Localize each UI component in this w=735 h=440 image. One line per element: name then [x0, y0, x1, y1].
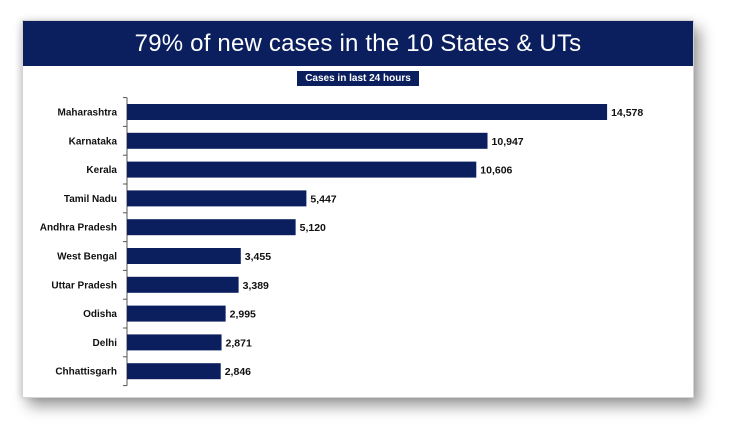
value-label: 2,995: [230, 309, 256, 321]
bar-kerala: [127, 161, 477, 178]
bar-delhi: [127, 334, 222, 351]
category-label: Odisha: [83, 309, 117, 320]
value-label: 3,455: [245, 251, 271, 263]
bar-chart: Maharashtra 14,578 Karnataka 10,947 Kerala 10…: [40, 97, 643, 387]
value-label: 5,120: [300, 222, 326, 234]
value-label: 2,846: [225, 366, 251, 378]
bar-tamil-nadu: [127, 190, 307, 207]
value-label: 10,947: [492, 136, 524, 148]
category-label: Uttar Pradesh: [51, 280, 117, 291]
value-label: 10,606: [480, 165, 512, 177]
value-label: 5,447: [310, 193, 336, 205]
chart-title: 79% of new cases in the 10 States & UTs: [23, 21, 693, 66]
category-label: Karnataka: [69, 136, 118, 147]
value-label: 3,389: [243, 280, 269, 292]
chart-subtitle: Cases in last 24 hours: [297, 71, 419, 86]
bar-andhra-pradesh: [127, 219, 296, 236]
category-label: Tamil Nadu: [64, 194, 117, 205]
bar-odisha: [127, 305, 226, 322]
category-label: West Bengal: [57, 252, 117, 263]
category-label: Maharashtra: [58, 108, 118, 119]
bar-maharashtra: [127, 104, 608, 120]
category-label: Delhi: [93, 338, 118, 349]
bar-chhattisgarh: [127, 363, 221, 380]
value-label: 14,578: [611, 107, 643, 119]
bar-karnataka: [127, 132, 488, 149]
value-label: 2,871: [226, 337, 252, 349]
category-label: Andhra Pradesh: [40, 223, 117, 234]
bar-west-bengal: [127, 248, 241, 264]
slide: 79% of new cases in the 10 States & UTs …: [22, 20, 694, 398]
category-label: Kerala: [86, 165, 117, 176]
category-label: Chhattisgarh: [55, 367, 117, 378]
bar-uttar-pradesh: [127, 276, 239, 293]
